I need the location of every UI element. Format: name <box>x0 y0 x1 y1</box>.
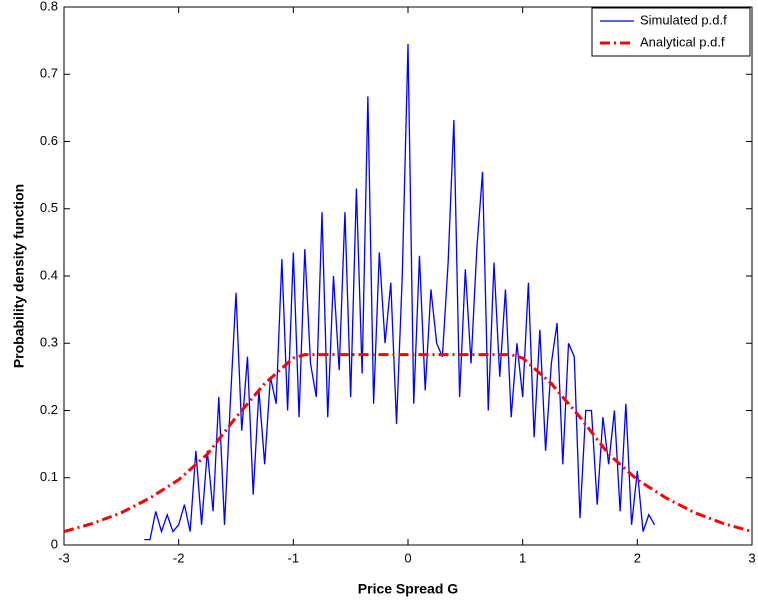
x-tick-label: -3 <box>58 550 70 565</box>
y-tick-label: 0.1 <box>40 469 58 484</box>
x-tick-label: 1 <box>519 550 526 565</box>
x-tick-label: -1 <box>288 550 300 565</box>
plot-frame <box>63 6 753 546</box>
y-tick-label: 0 <box>51 536 58 551</box>
legend-label: Analytical p.d.f <box>640 34 725 49</box>
x-axis-label: Price Spread G <box>358 581 458 597</box>
legend-box <box>591 7 751 57</box>
x-tick-label: 2 <box>634 550 641 565</box>
x-tick-label: -2 <box>173 550 185 565</box>
y-tick-label: 0.2 <box>40 402 58 417</box>
y-tick-label: 0.8 <box>40 0 58 13</box>
y-axis-label: Probability density function <box>11 184 27 368</box>
y-tick-label: 0.5 <box>40 200 58 215</box>
x-tick-label: 0 <box>404 550 411 565</box>
legend-label: Simulated p.d.f <box>640 12 727 27</box>
y-tick-label: 0.7 <box>40 66 58 81</box>
series-line <box>63 353 753 533</box>
y-tick-label: 0.6 <box>40 133 58 148</box>
x-tick-label: 3 <box>748 550 755 565</box>
y-tick-label: 0.3 <box>40 335 58 350</box>
y-tick-label: 0.4 <box>40 267 58 282</box>
